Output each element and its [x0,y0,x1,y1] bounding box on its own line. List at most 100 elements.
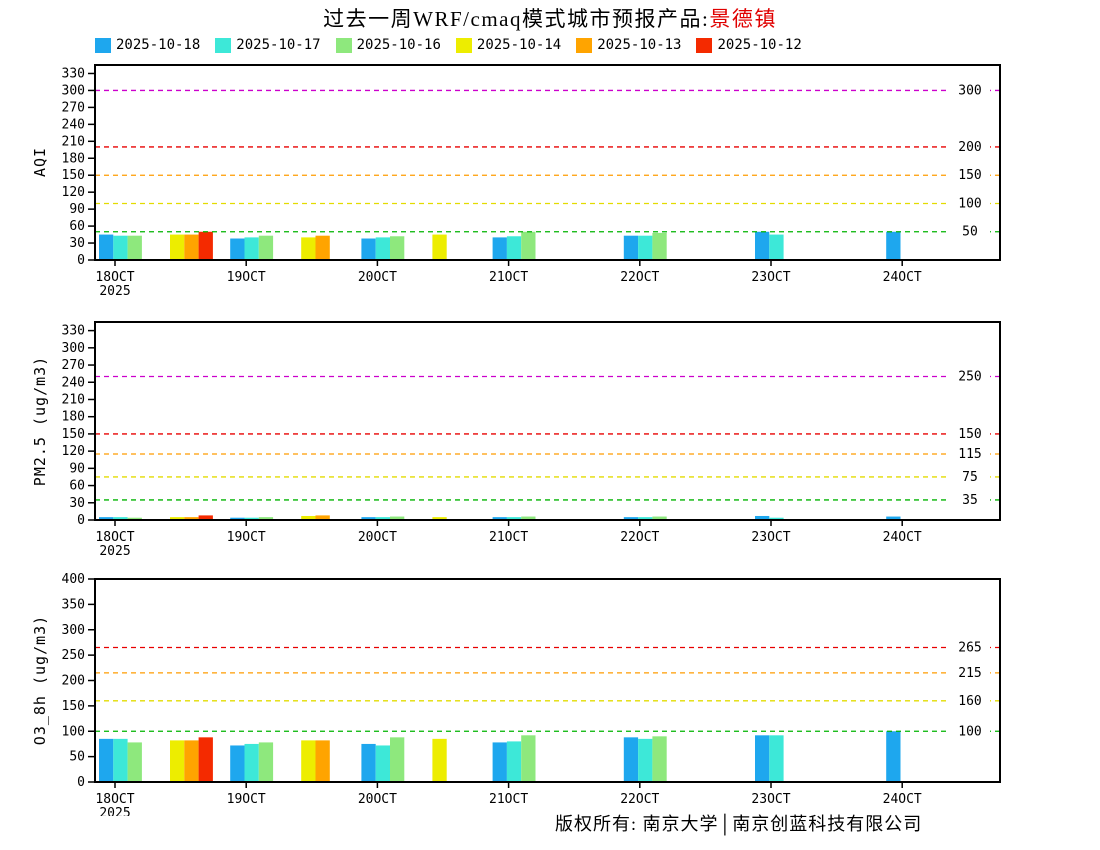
o3-bar-2025-10-17 [769,735,784,782]
pm25-bar-2025-10-16 [390,516,405,520]
pm25-y-tick-label: 180 [62,410,85,425]
pm25-y-tick-label: 60 [69,479,85,494]
pm25-y-tick-label: 210 [62,392,85,407]
aqi-bar-2025-10-17 [113,235,128,260]
pm25-bar-2025-10-12 [198,515,213,520]
aqi-ref-label: 150 [958,168,981,183]
o3-bar-2025-10-17 [375,745,390,782]
ref-label-bg [950,468,990,485]
aqi-y-tick-label: 90 [69,202,85,217]
aqi-y-tick-label: 240 [62,117,85,132]
aqi-bar-2025-10-18 [361,238,376,260]
o3-bar-2025-10-16 [521,735,536,782]
pm25-ref-label: 115 [958,447,981,462]
pm25-bar-2025-10-17 [113,517,128,520]
aqi-y-tick-label: 30 [69,236,85,251]
pm25-x-tick-label: 18OCT [95,530,134,545]
o3-bar-2025-10-14 [301,740,316,782]
pm25-bar-2025-10-17 [375,517,390,520]
o3-x-tick-label: 21OCT [489,792,528,807]
pm25-ref-label: 250 [958,370,981,385]
legend-item: 2025-10-14 [455,37,561,53]
o3-x-tick-label: 20OCT [358,792,397,807]
o3-bar-2025-10-17 [506,741,522,782]
o3-bar-2025-10-16 [127,742,142,782]
aqi-x-year-label: 2025 [99,284,130,299]
o3-ref-label: 215 [958,666,981,681]
aqi-y-tick-label: 330 [62,66,85,81]
aqi-y-tick-label: 120 [62,185,85,200]
legend-swatch [95,37,111,53]
pm25-bar-2025-10-17 [506,517,522,520]
pm25-bar-2025-10-13 [315,515,330,520]
pm25-y-tick-label: 30 [69,496,85,511]
legend-item: 2025-10-18 [95,37,200,53]
ref-label-bg [950,82,990,99]
aqi-bar-2025-10-12 [198,231,213,260]
aqi-ref-label: 100 [958,196,981,211]
o3-y-tick-label: 350 [62,597,85,612]
o3-bar-2025-10-18 [623,737,639,782]
o3-bar-2025-10-17 [638,738,653,782]
o3-bar-2025-10-18 [230,745,245,782]
o3-bar-2025-10-18 [755,735,770,782]
o3-bar-2025-10-16 [258,742,274,782]
aqi-x-tick-label: 20OCT [358,270,397,285]
o3-ref-label: 160 [958,694,981,709]
pm25-bar-2025-10-16 [258,517,274,520]
aqi-bar-2025-10-16 [127,235,142,260]
aqi-bar-2025-10-18 [492,237,507,260]
aqi-bar-2025-10-13 [315,235,330,260]
ref-label-bg [950,664,990,681]
ref-label-bg [950,491,990,508]
aqi-bar-2025-10-18 [230,238,245,260]
o3-y-tick-label: 150 [62,699,85,714]
pm25-bar-2025-10-18 [492,517,507,520]
aqi-bar-2025-10-14 [432,234,447,260]
o3-chart-panel: 100 160 215 265 0 50 100 150 200 250 300 350 400 18OC… [62,572,1001,816]
o3-bar-2025-10-13 [184,740,199,782]
aqi-y-tick-label: 210 [62,134,85,149]
pm25-ref-label: 75 [962,470,978,485]
pm25-plot-border [94,321,1001,521]
legend-label: 2025-10-17 [236,37,321,53]
aqi-bar-2025-10-16 [521,231,536,260]
pm25-y-tick-label: 270 [62,358,85,373]
pm25-bar-2025-10-17 [769,517,784,520]
pm25-x-tick-label: 20OCT [358,530,397,545]
legend-item: 2025-10-17 [215,37,321,53]
legend-swatch [576,37,593,53]
o3-bar-2025-10-16 [652,736,667,782]
legend-label: 2025-10-12 [717,37,802,53]
pm25-x-tick-label: 22OCT [620,530,659,545]
ref-label-bg [950,692,990,709]
aqi-x-tick-label: 24OCT [883,270,922,285]
aqi-x-tick-label: 21OCT [489,270,528,285]
o3-y-tick-label: 100 [62,724,85,739]
pm25-y-tick-label: 300 [62,341,85,356]
ref-label-bg [950,195,990,212]
o3-bar-2025-10-18 [492,742,507,782]
aqi-bar-2025-10-16 [652,232,667,260]
ref-label-bg [950,425,990,442]
pm25-x-tick-label: 21OCT [489,530,528,545]
aqi-y-tick-label: 300 [62,83,85,98]
aqi-bar-2025-10-17 [244,237,259,260]
o3-ref-label: 100 [958,724,981,739]
pm25-y-tick-label: 330 [62,324,85,339]
pm25-bar-2025-10-18 [99,517,114,520]
o3-x-tick-label: 24OCT [883,792,922,807]
o3-y-tick-label: 400 [62,572,85,587]
legend-swatch [335,37,352,53]
o3-bar-2025-10-18 [361,743,376,782]
pm25-x-year-label: 2025 [99,544,130,555]
pm25-bar-2025-10-14 [301,515,316,520]
aqi-bar-2025-10-14 [170,234,185,260]
ref-label-bg [950,639,990,656]
ref-label-bg [950,723,990,740]
aqi-bar-2025-10-18 [623,235,639,260]
o3-bar-2025-10-16 [390,737,405,782]
legend-item: 2025-10-13 [576,37,681,53]
pm25-ref-label: 35 [962,493,978,508]
